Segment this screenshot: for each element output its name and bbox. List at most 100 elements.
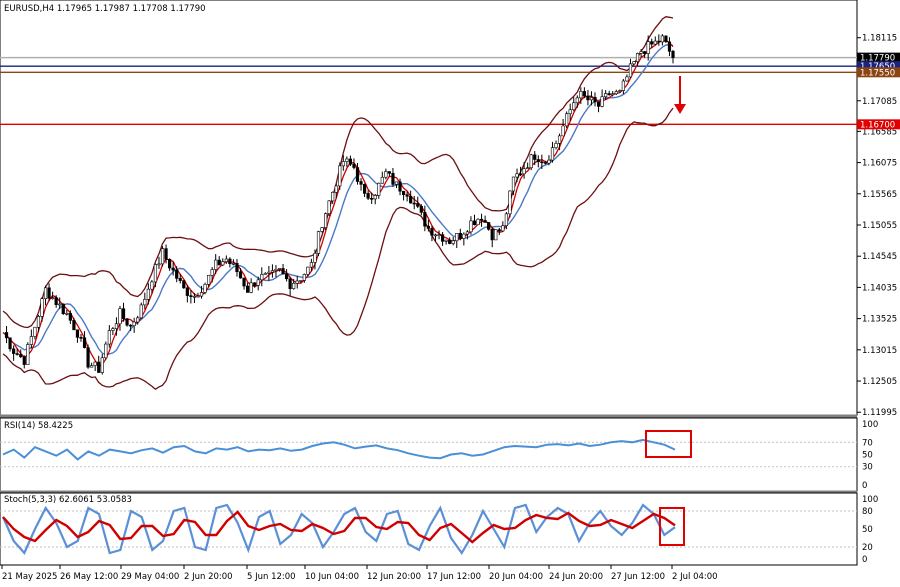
candle-body [306,266,310,275]
price-panel [0,0,858,566]
candle-body [15,353,19,355]
candle-body [646,41,650,54]
stoch-tick: 80 [862,507,873,517]
candle-body [437,234,441,236]
candle-body [12,348,16,354]
candle-body [667,41,672,52]
candle-body [72,319,76,331]
x-tick-label: 5 Jun 12:00 [247,572,296,582]
y-tick-label: 1.15565 [862,190,897,200]
candle-body [582,91,586,97]
candle-body [398,181,402,192]
candle-body [114,323,119,329]
price-label: 1.16700 [860,120,895,130]
candle-body [65,313,69,315]
y-tick-label: 1.14545 [862,252,897,262]
candle-body [412,202,416,205]
x-tick-label: 26 May 12:00 [60,572,118,582]
candle-body [295,280,299,284]
x-tick-label: 2 Jun 20:00 [184,572,233,582]
candle-body [263,273,267,275]
rsi-tick: 100 [862,420,878,430]
candle-body [653,40,657,45]
candle-body [458,233,462,239]
candle-body [207,275,211,285]
ma-red [2,39,674,368]
x-tick-label: 29 May 04:00 [121,572,179,582]
candle-body [483,220,487,223]
candle-body [625,76,629,82]
candle-body [143,299,147,306]
candle-body [487,222,491,230]
candle-body [632,61,636,65]
candle-body [380,176,384,184]
candle-body [214,259,218,270]
candle-body [320,227,324,232]
candle-body [543,162,547,164]
candle-body [455,233,459,242]
candle-body [58,303,62,306]
candle-body [22,356,26,365]
candle-body [614,91,618,95]
x-tick-label: 10 Jun 04:00 [305,572,359,582]
candle-body [274,268,278,271]
moving-averages [2,39,674,368]
candle-body [448,239,452,244]
candle-body [476,218,480,226]
candle-body [235,263,239,273]
candle-body [97,361,101,373]
candle-body [657,40,661,43]
candle-body [150,281,154,290]
candle-body [621,80,625,91]
candle-body [256,279,260,286]
rsi-line [2,438,676,461]
time-axis: 21 May 2025 26 May 12:00 29 May 04:00 2 Jun… [1,565,718,582]
bollinger-upper [2,16,674,329]
candle-body [465,231,469,235]
candle-body [596,101,601,107]
candle-body [341,161,345,167]
candle-body [309,262,314,268]
candle-body [277,268,282,270]
candle-body [515,173,519,178]
price-axis: 1.18115 1.17085 1.16585 1.16075 1.15565 1.150… [857,34,897,418]
candle-body [440,234,445,242]
candle-body [579,91,583,99]
x-tick-label: 12 Jun 20:00 [367,572,421,582]
candle-body [189,295,193,297]
horizontal-levels [0,56,857,126]
candle-body [260,274,264,281]
candle-body [405,194,409,197]
candle-body [249,282,253,293]
candle-body [171,267,175,271]
candle-body [292,283,296,289]
candle-body [129,324,133,327]
candle-body [472,220,477,226]
candle-body [47,287,51,299]
candle-body [185,287,189,296]
x-tick-label: 20 Jun 04:00 [489,572,543,582]
candle-body [61,303,65,315]
red-arrow-head [674,104,686,114]
candle-body [348,158,353,165]
candle-body [33,326,37,337]
candle-body [526,167,530,170]
candle-body [451,240,455,244]
candle-body [572,102,576,111]
candle-body [355,167,360,182]
rsi-tick: 70 [862,438,873,448]
y-tick-label: 1.18115 [862,34,897,44]
y-tick-label: 1.11995 [862,408,897,418]
candle-body [660,35,664,43]
candle-body [224,258,228,262]
candle-body [51,297,55,300]
candle-body [664,35,668,43]
candle-body [334,185,338,193]
x-tick-label: 17 Jun 12:00 [427,572,481,582]
candle-body [313,253,317,263]
candles [4,34,675,375]
candle-body [628,63,633,78]
candle-body [100,357,104,373]
candle-body [104,343,108,359]
candle-body [125,318,129,326]
